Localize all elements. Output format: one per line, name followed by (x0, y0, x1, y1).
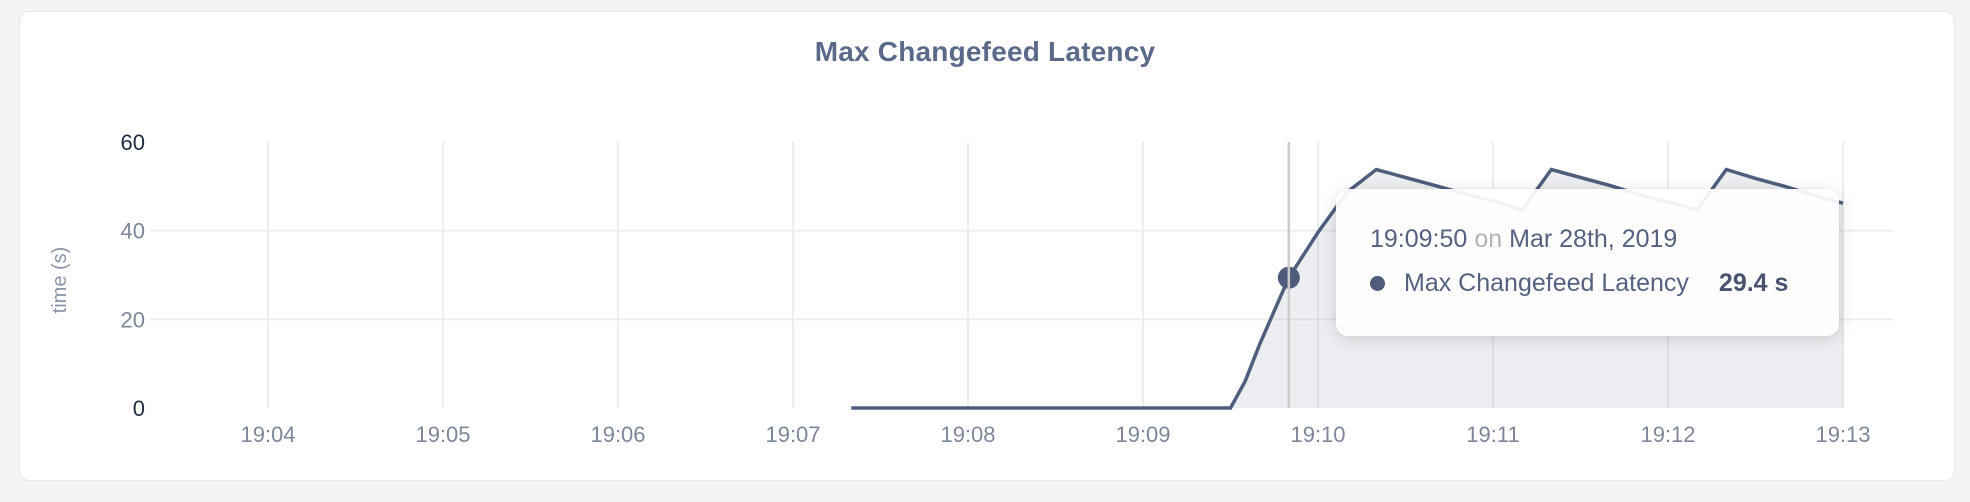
tooltip-date: Mar 28th, 2019 (1509, 225, 1678, 253)
tooltip-series-row: Max Changefeed Latency 29.4 s (1370, 269, 1839, 298)
y-axis-title: time (s) (49, 247, 71, 314)
y-tick-label: 20 (121, 307, 145, 332)
chart-tooltip: 19:09:50 on Mar 28th, 2019 Max Changefeed … (1336, 189, 1839, 336)
x-tick-label: 19:07 (765, 422, 820, 447)
x-tick-label: 19:10 (1290, 422, 1345, 447)
x-tick-label: 19:11 (1466, 422, 1519, 447)
tooltip-series-value: 29.4 s (1718, 269, 1789, 297)
y-tick-label: 40 (121, 219, 145, 244)
tooltip-timestamp: 19:09:50 on Mar 28th, 2019 (1370, 225, 1839, 254)
x-tick-label: 19:06 (590, 422, 645, 447)
x-tick-label: 19:12 (1640, 422, 1695, 447)
y-tick-label: 0 (133, 396, 145, 421)
tooltip-time: 19:09:50 (1370, 225, 1468, 253)
tooltip-series-label: Max Changefeed Latency (1404, 269, 1689, 297)
series-bullet-icon (1370, 276, 1385, 291)
x-tick-label: 19:09 (1115, 422, 1170, 447)
x-tick-label: 19:05 (415, 422, 470, 447)
x-tick-label: 19:04 (240, 422, 295, 447)
y-tick-label: 60 (121, 130, 145, 155)
x-tick-label: 19:08 (940, 422, 995, 447)
x-tick-label: 19:13 (1815, 422, 1870, 447)
tooltip-conjunction: on (1474, 225, 1503, 253)
chart-title: Max Changefeed Latency (814, 36, 1156, 67)
